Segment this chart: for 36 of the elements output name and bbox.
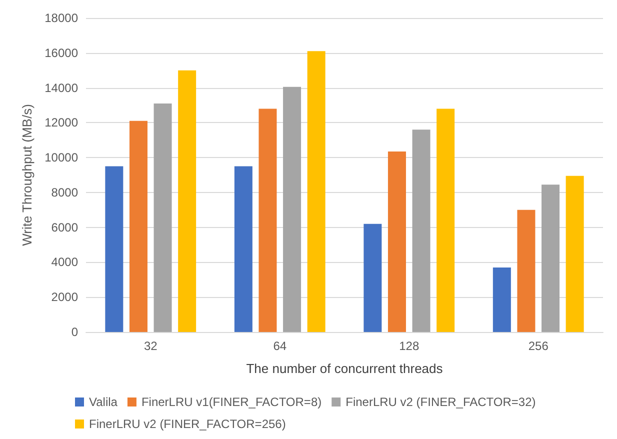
bar [412, 130, 430, 332]
y-tick-label: 14000 [44, 80, 78, 95]
bar [105, 166, 124, 332]
bar [436, 108, 455, 332]
x-tick-label: 32 [144, 339, 158, 353]
legend-label: FinerLRU v2 (FINER_FACTOR=256) [89, 417, 286, 431]
legend-label: FinerLRU v2 (FINER_FACTOR=32) [346, 395, 536, 409]
bar [566, 176, 584, 332]
y-tick-label: 4000 [51, 255, 78, 270]
legend-label: FinerLRU v1(FINER_FACTOR=8) [141, 395, 322, 409]
bar [178, 70, 196, 332]
x-tick-label: 256 [528, 339, 549, 353]
y-tick-label: 12000 [44, 116, 78, 130]
bar [542, 184, 560, 332]
y-tick-label: 8000 [51, 185, 78, 200]
bar [364, 224, 382, 332]
bar [517, 210, 536, 332]
bar [234, 166, 252, 332]
bar [283, 86, 302, 332]
y-tick-label: 0 [71, 325, 78, 339]
bar [388, 151, 406, 332]
x-tick-label: 128 [399, 339, 420, 353]
bar [307, 51, 326, 332]
y-axis-title: Write Throughput (MB/s) [20, 104, 35, 246]
bar [258, 108, 277, 332]
x-tick-label: 64 [273, 339, 287, 353]
bar [129, 120, 148, 332]
y-tick-label: 6000 [51, 220, 78, 234]
bar [154, 103, 172, 332]
y-tick-label: 10000 [44, 150, 78, 165]
bar [492, 267, 511, 332]
y-tick-label: 18000 [44, 11, 78, 25]
x-axis-title: The number of concurrent threads [246, 361, 444, 376]
y-tick-label: 16000 [44, 46, 78, 60]
y-tick-label: 2000 [51, 290, 78, 304]
legend-label: Valila [89, 395, 118, 409]
